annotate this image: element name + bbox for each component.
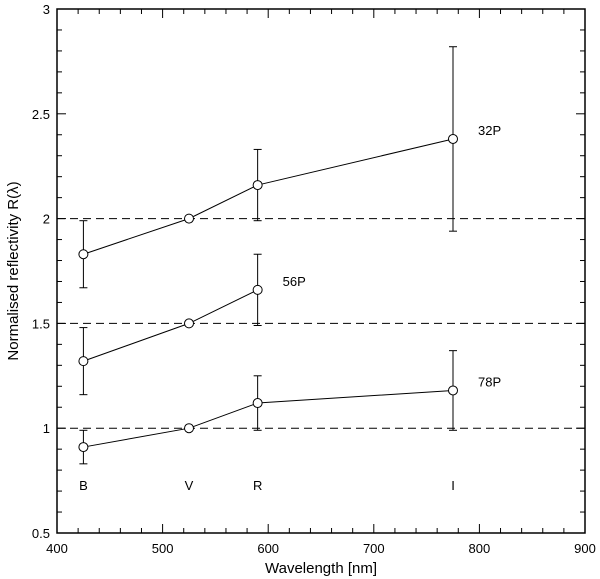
y-tick-label: 3 <box>43 2 50 17</box>
data-point <box>184 423 194 434</box>
x-tick-label: 900 <box>574 541 596 556</box>
series-label: 32P <box>478 123 501 138</box>
data-point <box>184 213 194 224</box>
band-label: V <box>185 478 194 493</box>
x-tick-label: 700 <box>363 541 385 556</box>
series-32P: 32P <box>78 46 501 289</box>
y-axis-title: Normalised reflectivity R(λ) <box>5 181 22 360</box>
series-line <box>83 138 454 255</box>
band-label: B <box>79 478 88 493</box>
data-point <box>252 284 263 295</box>
data-point <box>184 318 194 329</box>
series-label: 78P <box>478 374 501 389</box>
data-point <box>78 442 89 453</box>
data-point <box>78 249 89 260</box>
band-label: R <box>253 478 262 493</box>
x-tick-label: 400 <box>46 541 68 556</box>
series-line <box>83 289 258 362</box>
x-tick-label: 600 <box>257 541 279 556</box>
y-tick-label: 1 <box>43 421 50 436</box>
y-tick-label: 2 <box>43 212 50 227</box>
series-label: 56P <box>283 274 306 289</box>
y-tick-label: 1.5 <box>32 316 50 331</box>
data-point <box>252 398 263 409</box>
x-axis-title: Wavelength [nm] <box>265 560 377 577</box>
y-tick-label: 2.5 <box>32 107 50 122</box>
data-point <box>252 180 263 191</box>
data-point <box>448 133 458 144</box>
series-line <box>83 389 454 448</box>
data-point <box>448 385 458 396</box>
band-label: I <box>451 478 455 493</box>
series-78P: 78P <box>78 350 501 465</box>
series-56P: 56P <box>78 253 306 396</box>
plot-frame <box>56 8 586 534</box>
axis-ticks: 400 500 600 700 800 900 0.5 1 1.5 2 2.5 3 <box>32 2 596 556</box>
y-tick-label: 0.5 <box>32 526 50 541</box>
x-tick-label: 800 <box>469 541 491 556</box>
data-series: 32P 56P 78P <box>78 46 501 465</box>
data-point <box>78 356 89 367</box>
reference-lines <box>57 218 585 429</box>
x-tick-label: 500 <box>152 541 174 556</box>
